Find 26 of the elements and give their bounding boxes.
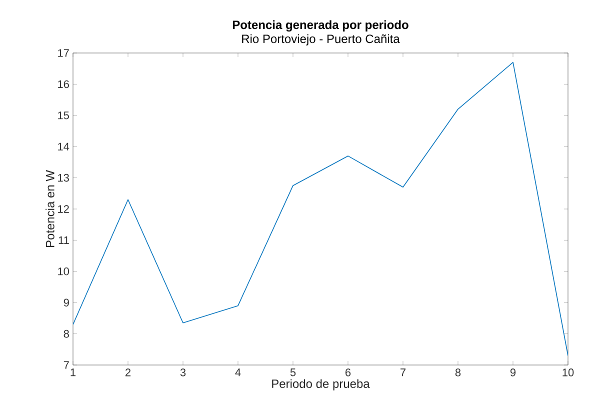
x-tick-label: 10 — [562, 368, 574, 376]
x-tick-label: 3 — [180, 368, 186, 376]
x-tick-label: 5 — [290, 368, 296, 376]
y-tick-label: 16 — [58, 80, 69, 88]
y-tick-label: 10 — [58, 268, 70, 276]
x-tick-label: 7 — [400, 368, 406, 376]
x-tick-label: 2 — [125, 368, 131, 376]
y-tick-label: 7 — [64, 361, 69, 369]
x-axis-title: Periodo de prueba — [272, 379, 370, 390]
x-tick-label: 8 — [455, 368, 461, 376]
y-tick-label: 13 — [58, 174, 69, 182]
x-tick-label: 9 — [510, 368, 516, 376]
y-tick-label: 12 — [58, 205, 69, 213]
x-tick-label: 4 — [235, 368, 241, 376]
y-tick-label: 9 — [64, 298, 69, 306]
y-axis-title: Potencia en W — [46, 170, 54, 248]
y-tick-label: 14 — [58, 142, 70, 150]
line-series — [73, 62, 568, 356]
y-tick-label: 17 — [58, 49, 69, 57]
y-tick-label: 11 — [58, 236, 69, 244]
x-tick-label: 6 — [346, 368, 351, 376]
chart-subtitle: Rio Portoviejo - Puerto Cañita — [242, 34, 400, 46]
y-tick-label: 8 — [64, 330, 69, 338]
y-tick-label: 15 — [58, 112, 69, 120]
x-tick-label: 1 — [70, 368, 76, 376]
chart-title: Potencia generada por periodo — [232, 20, 408, 32]
